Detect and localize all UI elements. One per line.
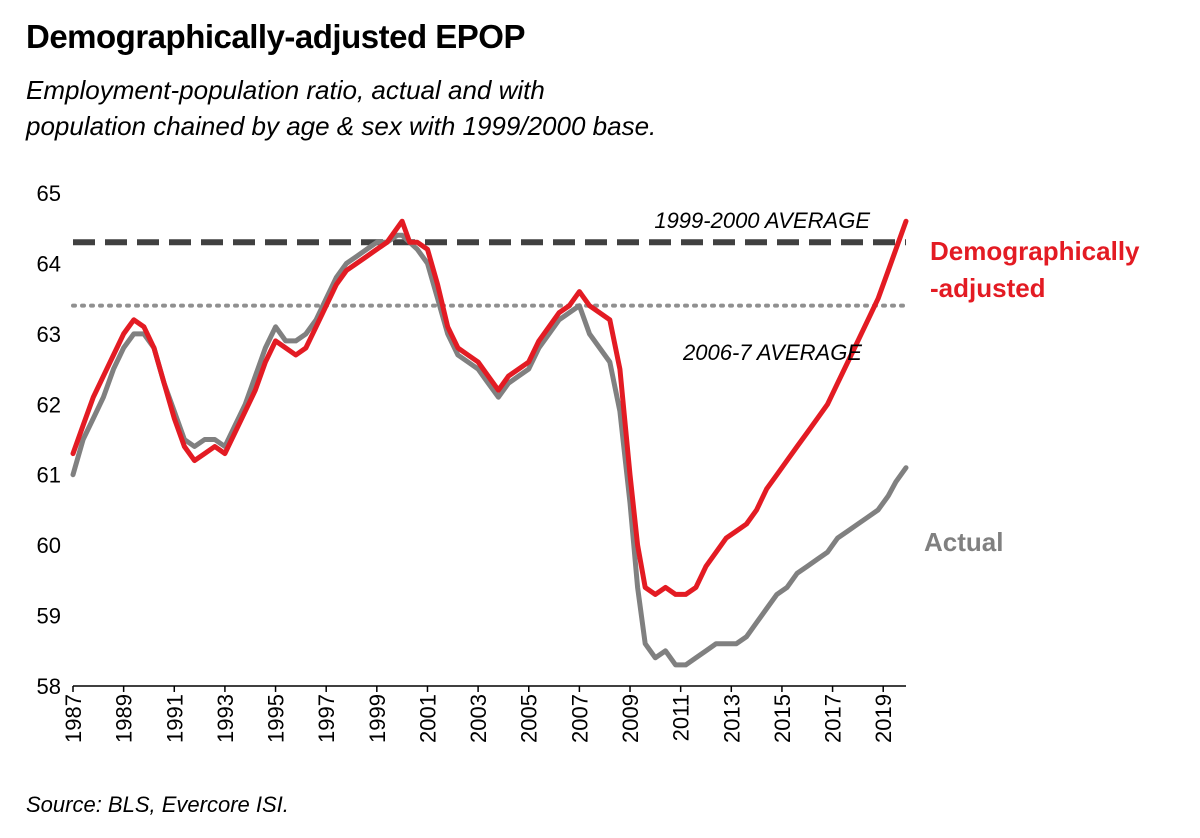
reference-label-2006-7: 2006-7 AVERAGE [682, 340, 862, 365]
x-tick-label: 1999 [365, 694, 390, 743]
x-tick-label: 2001 [415, 694, 440, 743]
subtitle-line-1: Employment-population ratio, actual and … [26, 75, 545, 105]
y-tick-label: 59 [37, 604, 61, 629]
source-note: Source: BLS, Evercore ISI. [26, 792, 289, 817]
y-tick-label: 62 [37, 392, 61, 417]
series-label-adjusted-line-2: -adjusted [930, 273, 1046, 303]
chart-title: Demographically-adjusted EPOP [26, 18, 525, 55]
y-tick-label: 65 [37, 181, 61, 206]
x-tick-label: 1991 [162, 694, 187, 743]
series-line-demographically-adjusted [70, 218, 909, 597]
y-tick-label: 64 [37, 251, 61, 276]
y-tick-label: 63 [37, 322, 61, 347]
y-tick-label: 58 [37, 674, 61, 699]
x-tick-label: 2011 [669, 694, 694, 741]
x-tick-label: 2009 [618, 694, 643, 743]
y-tick-label: 60 [37, 533, 61, 558]
series-label-adjusted-line-1: Demographically [930, 236, 1140, 266]
x-tick-label: 2007 [567, 694, 592, 743]
x-tick-label: 1993 [213, 694, 238, 743]
series-label-actual: Actual [924, 527, 1003, 557]
x-tick-label: 2019 [871, 694, 896, 743]
x-tick-label: 1997 [314, 694, 339, 743]
reference-label-1999-2000: 1999-2000 AVERAGE [654, 208, 870, 233]
chart-subtitle: Employment-population ratio, actual and … [26, 72, 786, 144]
x-tick-label: 1989 [112, 694, 137, 743]
x-tick-label: 2005 [517, 694, 542, 743]
x-tick-label: 2017 [821, 694, 846, 743]
x-tick-label: 1987 [61, 694, 86, 743]
series-line-actual [70, 232, 909, 668]
x-tick-label: 2003 [466, 694, 491, 743]
y-tick-label: 61 [37, 463, 61, 488]
x-tick-label: 1995 [264, 694, 289, 743]
x-tick-label: 2015 [770, 694, 795, 743]
x-tick-label: 2013 [719, 694, 744, 743]
subtitle-line-2: population chained by age & sex with 199… [26, 111, 657, 141]
